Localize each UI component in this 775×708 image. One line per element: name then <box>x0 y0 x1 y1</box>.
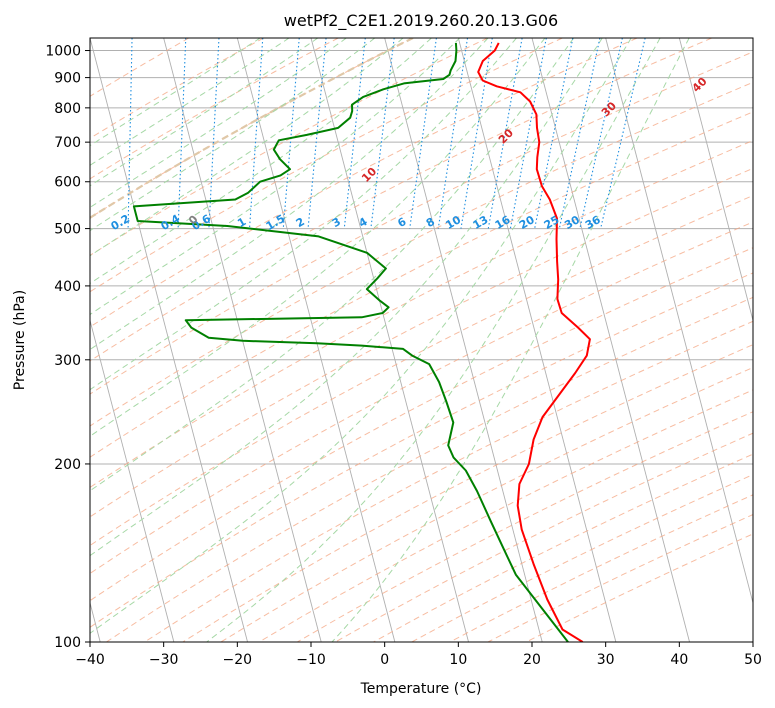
isotherm-line <box>90 318 175 642</box>
mixing-ratio-line <box>409 38 437 229</box>
mixing-ratio-line <box>509 38 547 229</box>
dry-adiabat-line <box>90 221 753 575</box>
dry-adiabat-line <box>90 272 753 628</box>
moist-adiabat-line <box>331 38 690 642</box>
x-tick-label: 30 <box>597 652 615 668</box>
x-tick-label: −20 <box>223 652 253 668</box>
isotherm-line <box>90 38 248 642</box>
moist-adiabat-line <box>90 38 319 187</box>
x-tick-label: −40 <box>75 652 105 668</box>
y-tick-label: 200 <box>54 457 81 473</box>
moist-adiabat-line <box>90 38 404 257</box>
dry-adiabat-line <box>220 366 753 642</box>
isotherm-line <box>384 38 543 642</box>
x-tick-label: 40 <box>670 652 688 668</box>
dry-adiabat-line <box>90 38 190 97</box>
plot-frame <box>89 37 754 643</box>
dry-adiabat-line <box>90 38 712 362</box>
dry-adiabat-line <box>106 296 753 642</box>
dry-adiabat-line <box>90 51 753 395</box>
mixing-ratio-line <box>558 38 601 229</box>
dry-adiabat-line <box>90 81 753 427</box>
mixing-ratio-line <box>437 38 469 229</box>
dry-adiabat-line <box>90 38 563 293</box>
mixing-ratio-line <box>534 38 574 229</box>
axes: −40 −30 −20 −10 0 10 20 30 40 50 100 200 300 400 500 60… <box>45 44 762 668</box>
plot-area <box>90 38 753 642</box>
dry-adiabat-line <box>90 194 753 547</box>
moist-adiabat-line <box>90 38 347 209</box>
y-tick-label: 600 <box>54 175 81 191</box>
moist-adiabat-line <box>90 38 461 316</box>
dewpoint-profile-line <box>132 42 569 642</box>
isotherm-line <box>310 38 469 642</box>
dry-adiabat-line <box>258 389 753 642</box>
mixing-ratio-line <box>600 38 646 229</box>
mixing-ratio-line <box>370 38 395 229</box>
dry-adiabat-line <box>90 38 488 256</box>
x-tick-label: 20 <box>523 652 541 668</box>
dry-adiabat-line <box>90 111 753 458</box>
x-tick-label: −10 <box>296 652 326 668</box>
isotherm-line <box>457 38 617 642</box>
y-axis-title: Pressure (hPa) <box>12 290 28 390</box>
y-tick-label: 500 <box>54 222 81 238</box>
isotherm-line <box>531 38 690 642</box>
moist-adiabat-line <box>90 38 432 285</box>
x-tick-label: 0 <box>380 652 389 668</box>
isotherm-line <box>678 38 753 323</box>
mixing-ratio-line <box>487 38 523 229</box>
x-tick-label: 50 <box>744 652 762 668</box>
temperature-profile-line <box>477 42 591 642</box>
moist-adiabat-line <box>90 38 376 232</box>
y-tick-label: 1000 <box>45 44 81 60</box>
y-tick-label: 700 <box>54 135 81 151</box>
x-axis-title: Temperature (°C) <box>360 681 482 697</box>
moist-adiabat-line <box>90 38 517 391</box>
y-tick-label: 100 <box>54 635 81 651</box>
moist-adiabat-line <box>90 38 574 492</box>
mixing-ratio-line <box>579 38 623 229</box>
dry-adiabat-line <box>90 38 638 328</box>
moist-adiabat-line <box>90 38 546 437</box>
y-tick-label: 900 <box>54 71 81 87</box>
x-tick-label: −30 <box>149 652 179 668</box>
mixing-ratio-line <box>460 38 493 229</box>
moist-adiabat-line <box>90 38 603 557</box>
y-tick-label: 400 <box>54 279 81 295</box>
isotherm-line <box>236 38 396 642</box>
x-tick-label: 10 <box>449 652 467 668</box>
moist-adiabat-line <box>90 38 632 634</box>
chart-title: wetPf2_C2E1.2019.260.20.13.G06 <box>284 11 558 31</box>
y-tick-label: 300 <box>54 353 81 369</box>
y-tick-label: 800 <box>54 101 81 117</box>
dry-adiabat-reference-line <box>90 38 414 220</box>
